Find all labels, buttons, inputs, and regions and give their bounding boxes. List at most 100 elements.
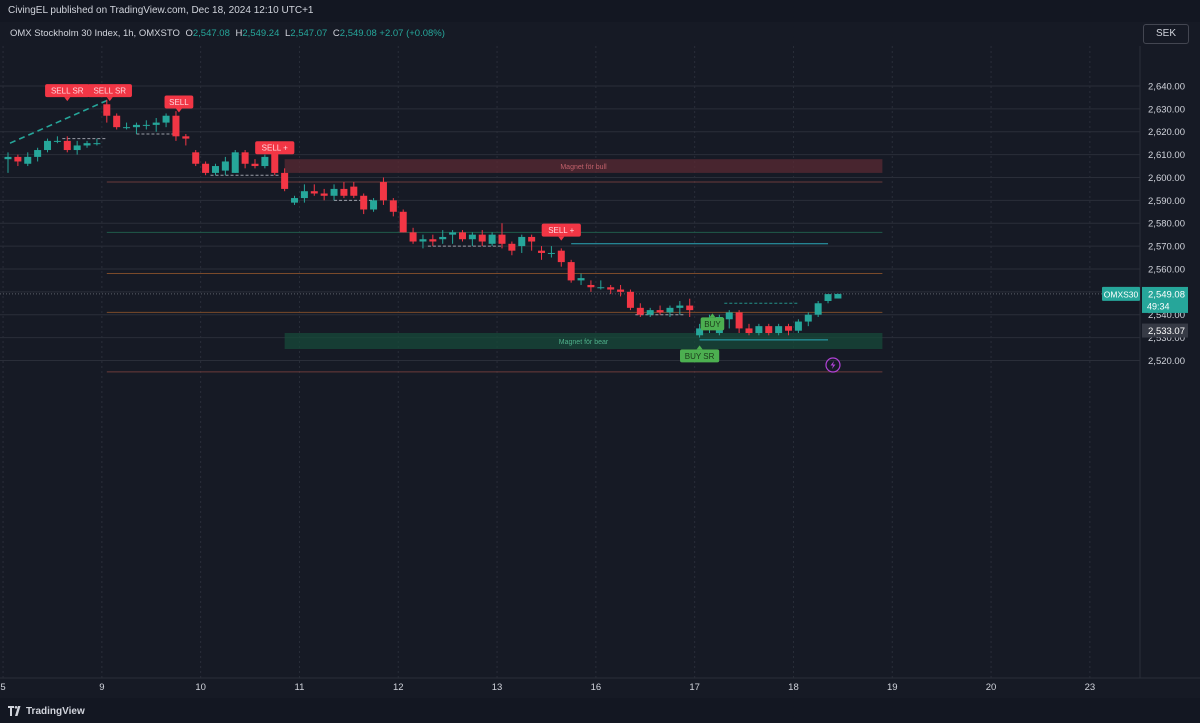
signal-label: SELL SR: [51, 87, 84, 96]
plot-area: [0, 46, 1140, 678]
symbol-title[interactable]: OMX Stockholm 30 Index, 1h, OMXSTO: [10, 28, 180, 39]
x-tick-label: 9: [99, 682, 104, 693]
candle-body: [696, 328, 704, 336]
y-tick-label: 2,530.00: [1148, 333, 1185, 344]
signal-label-box: [45, 84, 90, 98]
candle-body: [389, 200, 397, 212]
tradingview-brand: TradingView: [26, 706, 85, 717]
candle-body: [824, 294, 832, 301]
candle-body: [725, 312, 733, 320]
y-tick-label: 2,590.00: [1148, 196, 1185, 207]
low-label: L: [285, 28, 291, 39]
lightning-icon[interactable]: [825, 357, 841, 373]
candle-body: [478, 234, 486, 242]
candle-body: [834, 293, 842, 299]
x-tick-label: 20: [986, 682, 997, 693]
candle-body: [261, 156, 269, 167]
candle-body: [617, 289, 625, 292]
candle-body: [360, 195, 368, 210]
candle-body: [34, 150, 42, 157]
candle-body: [73, 145, 81, 151]
trend-line: [9, 98, 110, 144]
high-label: H: [235, 28, 243, 39]
candle-body: [162, 115, 170, 123]
candle-body: [310, 191, 318, 194]
y-tick-label: 2,640.00: [1148, 82, 1185, 93]
candle-body: [508, 243, 516, 251]
high-value: 2,549.24: [242, 28, 280, 39]
signal-label-box: [700, 317, 725, 331]
current-price-tag: [1142, 286, 1188, 313]
y-tick-label: 2,560.00: [1148, 264, 1185, 275]
zone-box: [284, 332, 883, 350]
candle-body: [182, 136, 190, 139]
countdown-value: 49:34: [1147, 301, 1170, 311]
signal-label: SELL SR: [93, 87, 126, 96]
candle-body: [350, 186, 358, 196]
candle-body: [63, 140, 71, 151]
price-chart[interactable]: 5 9 10 11 12 13 16 17 18 19 20 23 Magnet för bull Mag…: [0, 0, 1200, 698]
signal-label-box: [255, 141, 295, 155]
y-tick-label: 2,580.00: [1148, 219, 1185, 230]
candle-body: [291, 198, 299, 203]
candle-body: [587, 284, 595, 288]
candle-body: [794, 321, 802, 331]
level-label-value: 2,533.07: [1148, 326, 1185, 337]
candle-body: [370, 200, 378, 210]
candle-body: [83, 143, 91, 146]
candle-body: [626, 291, 634, 308]
candle-body: [735, 312, 743, 329]
candle-body: [419, 239, 427, 242]
candle-body: [113, 115, 121, 128]
signal-label-box: [680, 349, 720, 363]
candle-body: [458, 232, 466, 240]
top-bar: [0, 0, 1200, 22]
footer-bar: [0, 698, 1200, 723]
x-tick-label: 23: [1085, 682, 1096, 693]
candle-body: [4, 156, 12, 160]
signal-label: SELL: [169, 98, 189, 107]
y-tick-label: 2,610.00: [1148, 150, 1185, 161]
candle-body: [538, 250, 546, 253]
publisher-line: CivingEL published on TradingView.com, D…: [8, 5, 314, 16]
candle-body: [577, 278, 585, 281]
y-tick-label: 2,600.00: [1148, 173, 1185, 184]
currency-selector[interactable]: SEK: [1143, 24, 1189, 44]
x-tick-label: 17: [689, 682, 700, 693]
x-tick-label: 18: [788, 682, 799, 693]
candle-body: [192, 152, 200, 164]
candle-body: [399, 211, 407, 233]
tradingview-logo-icon: [8, 706, 21, 716]
signal-label: SELL +: [548, 226, 574, 235]
zone-box: [284, 159, 883, 173]
candle-body: [597, 287, 605, 289]
signal-label-box: [541, 223, 581, 237]
signal-pointer: [709, 313, 716, 318]
open-label: O: [185, 28, 193, 39]
symbol-legend: OMX Stockholm 30 Index, 1h, OMXSTO O 2,54…: [10, 28, 445, 39]
candle-body: [221, 161, 229, 171]
lightning-glyph: [830, 361, 836, 370]
candle-body: [231, 152, 239, 173]
signal-pointer: [106, 97, 113, 102]
x-tick-label: 5: [0, 682, 5, 693]
candle-body: [646, 310, 654, 315]
symbol-tag: [1102, 286, 1140, 301]
candle-body: [132, 124, 140, 128]
candle-body: [300, 191, 308, 199]
low-value: 2,547.07: [290, 28, 328, 39]
level-label-box: [1142, 323, 1188, 338]
zone-label: Magnet för bull: [560, 164, 607, 171]
signal-label: BUY SR: [685, 352, 715, 361]
signal-label-box: [87, 84, 132, 98]
candle-body: [320, 193, 328, 196]
y-tick-label: 2,570.00: [1148, 242, 1185, 253]
candle-body: [765, 326, 773, 333]
candle-body: [676, 305, 684, 308]
candle-body: [745, 328, 753, 333]
candle-body: [567, 262, 575, 281]
x-tick-label: 19: [887, 682, 898, 693]
signal-label: BUY: [704, 320, 721, 329]
candle-body: [607, 287, 615, 290]
signal-label-box: [164, 95, 194, 109]
